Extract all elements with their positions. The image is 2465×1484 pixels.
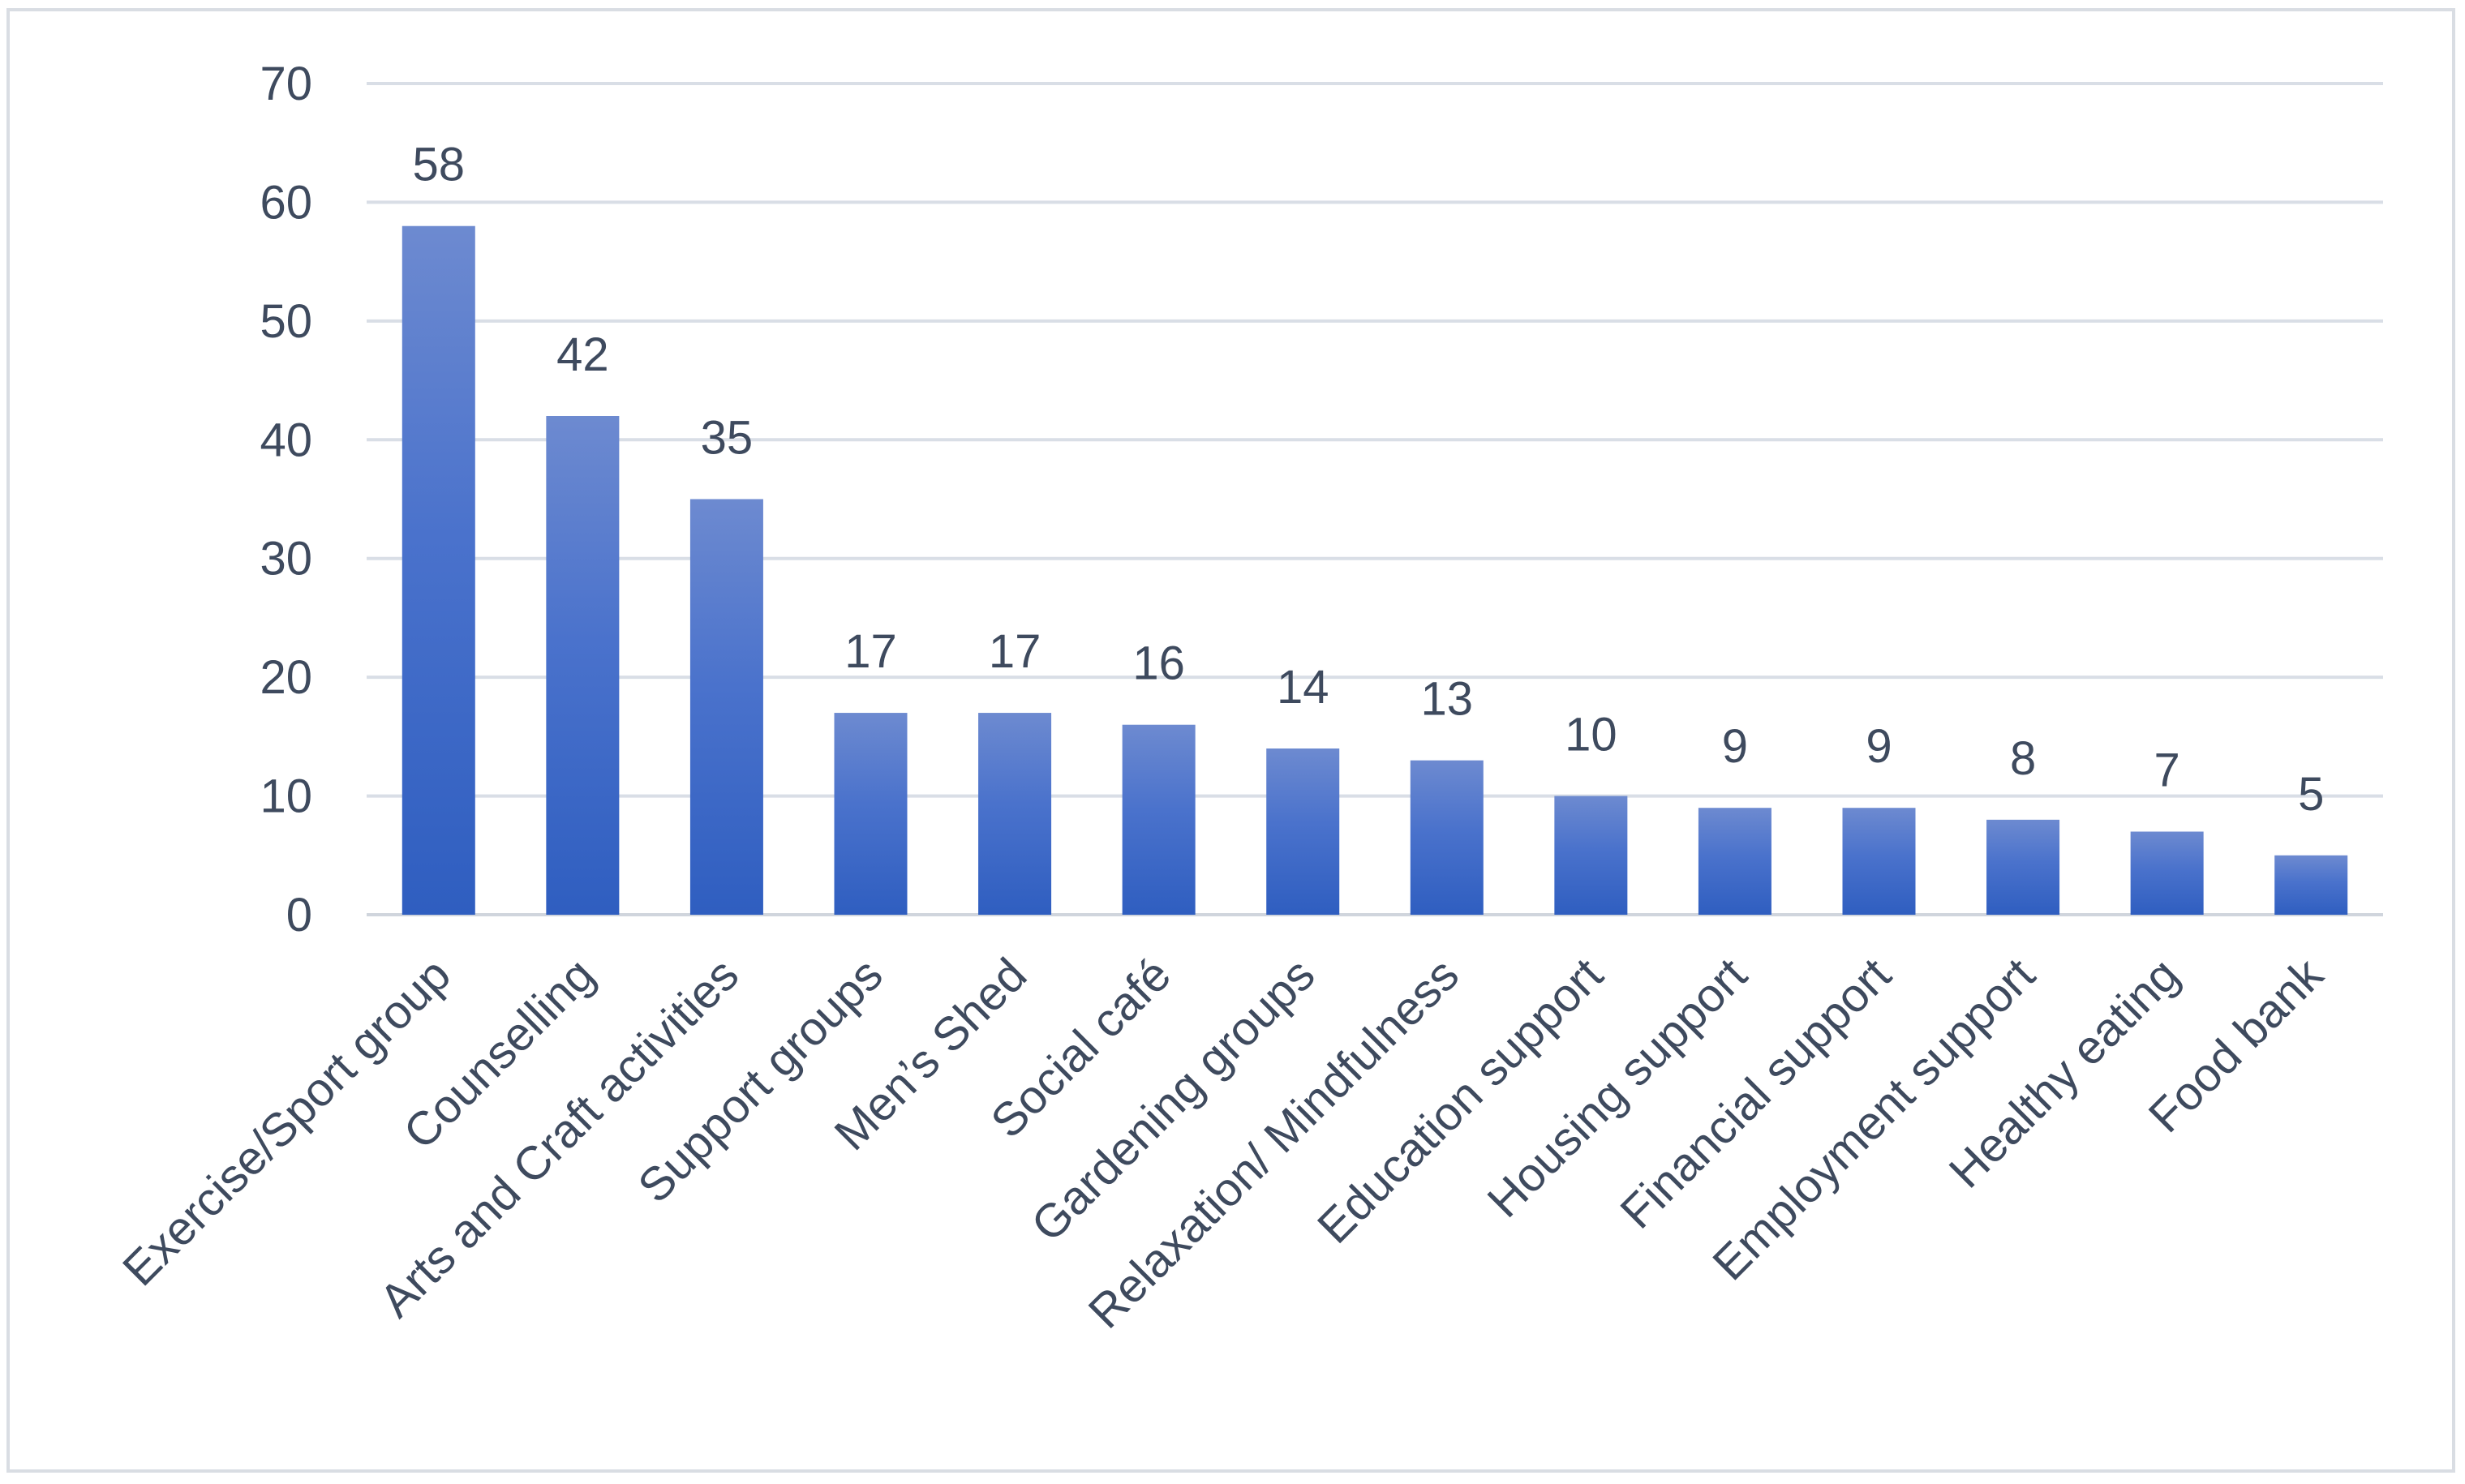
data-label-3: 17 <box>844 625 897 678</box>
gridlines <box>367 82 2383 916</box>
bar-12 <box>2130 831 2204 915</box>
data-label-13: 5 <box>2298 768 2324 821</box>
bar-0 <box>402 225 475 915</box>
bar-3 <box>834 713 908 915</box>
data-labels: 58 42 35 17 17 16 14 13 10 9 9 8 7 5 <box>413 139 2325 821</box>
y-tick-label-20: 20 <box>260 651 312 704</box>
bars <box>402 225 2348 915</box>
category-label-9: Housing support <box>1477 948 1757 1228</box>
y-tick-label-10: 10 <box>260 770 312 823</box>
y-tick-label-70: 70 <box>260 58 312 110</box>
data-label-12: 7 <box>2154 744 2180 797</box>
y-tick-label-30: 30 <box>260 533 312 585</box>
y-tick-label-0: 0 <box>286 889 312 941</box>
data-label-2: 35 <box>701 412 754 465</box>
data-label-8: 10 <box>1565 709 1617 761</box>
bar-11 <box>1986 819 2060 915</box>
data-label-1: 42 <box>556 328 609 381</box>
data-label-0: 58 <box>413 139 466 191</box>
bar-1 <box>546 416 620 915</box>
data-label-5: 16 <box>1132 637 1185 690</box>
bar-4 <box>978 713 1052 915</box>
data-label-6: 14 <box>1277 661 1329 714</box>
bar-10 <box>1842 808 1916 915</box>
y-tick-label-60: 60 <box>260 176 312 229</box>
category-label-3: Support groups <box>628 948 892 1212</box>
y-axis-ticks: 0 10 20 30 40 50 60 70 <box>260 58 312 941</box>
bar-6 <box>1266 748 1340 915</box>
category-label-10: Financial support <box>1610 948 1900 1238</box>
bar-5 <box>1122 724 1196 915</box>
data-label-4: 17 <box>989 625 1041 678</box>
data-label-9: 9 <box>1722 720 1748 773</box>
data-label-11: 8 <box>2010 732 2036 785</box>
bar-2 <box>689 499 763 915</box>
data-label-10: 9 <box>1866 720 1892 773</box>
y-tick-label-40: 40 <box>260 414 312 466</box>
bar-13 <box>2274 855 2348 915</box>
bar-8 <box>1554 796 1628 915</box>
y-tick-label-50: 50 <box>260 295 312 348</box>
bar-9 <box>1698 808 1771 915</box>
bar-7 <box>1410 760 1484 915</box>
data-label-7: 13 <box>1421 673 1474 726</box>
